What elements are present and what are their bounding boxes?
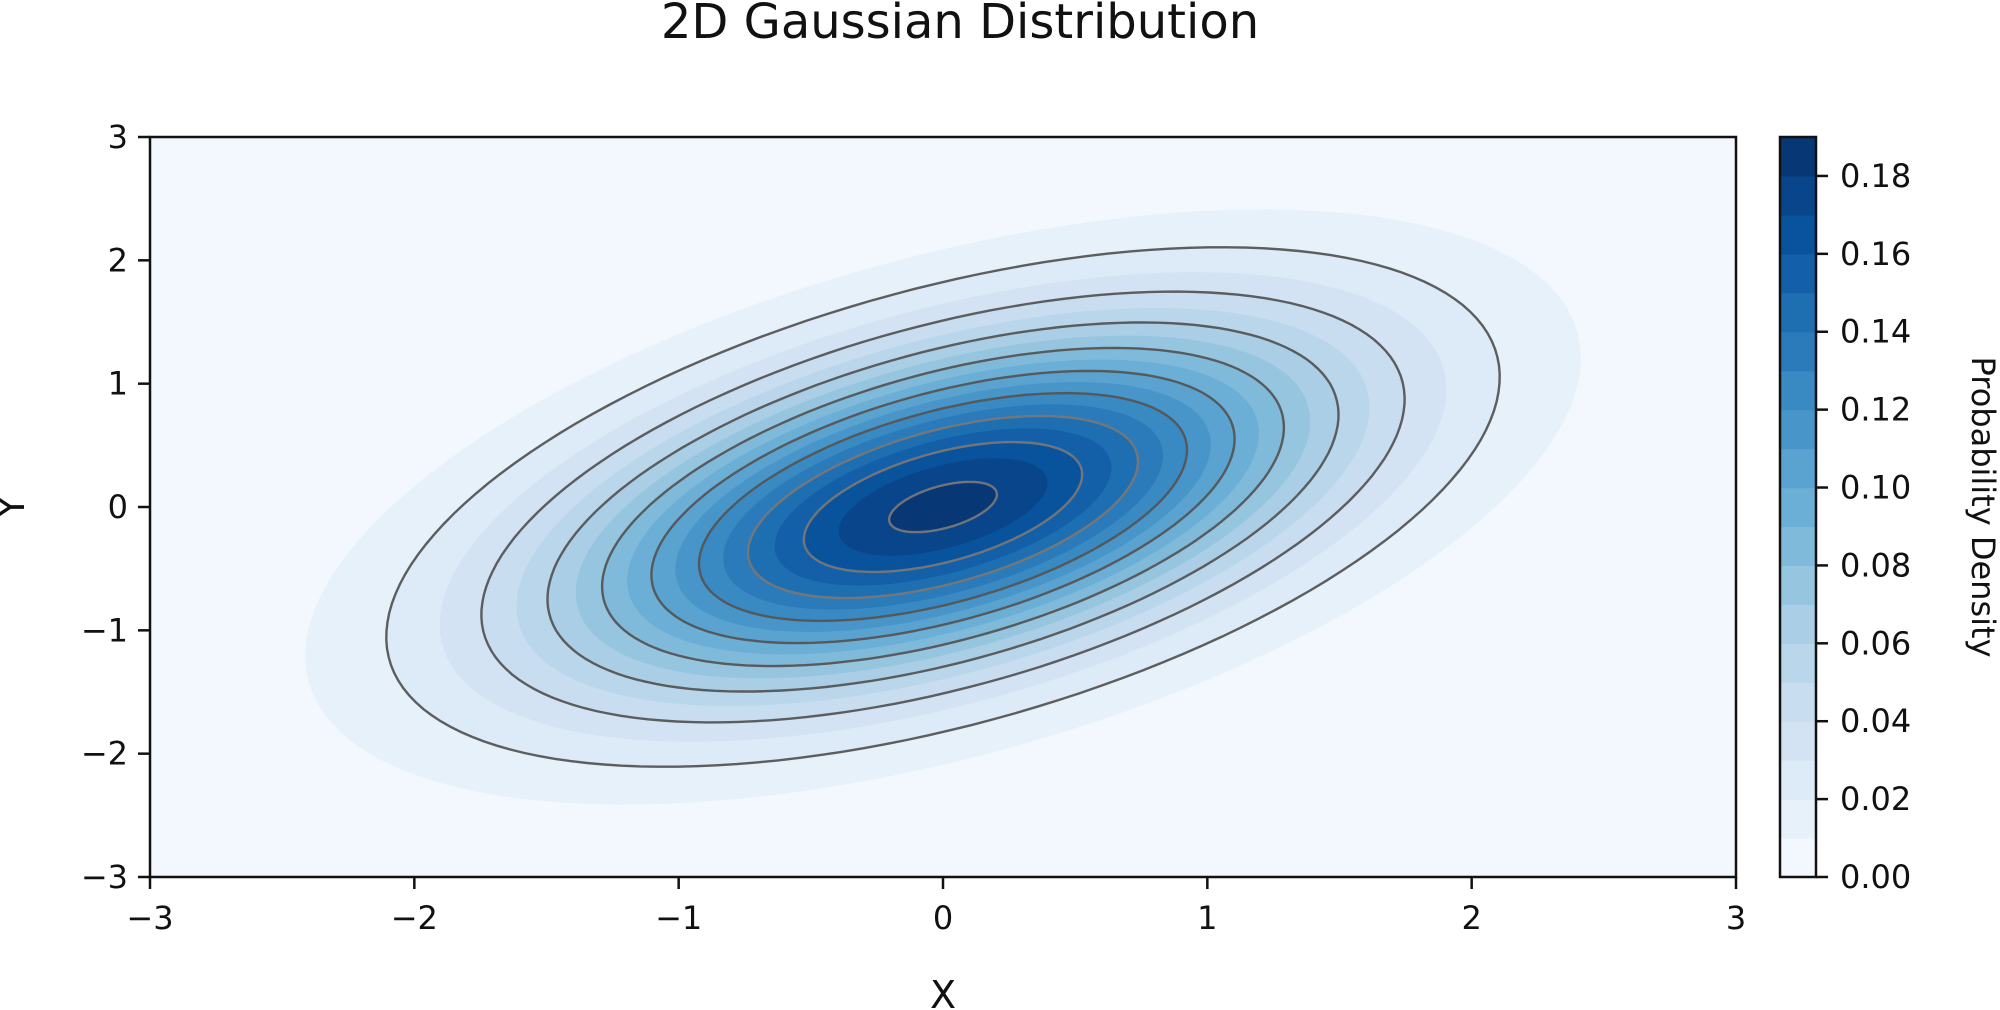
colorbar-tick-label: 0.16 — [1840, 235, 1911, 273]
contour-line-4 — [650, 369, 1236, 645]
colorbar-tick-label: 0.12 — [1840, 391, 1911, 429]
colorbar-band — [1780, 214, 1816, 255]
colorbar-band — [1780, 137, 1816, 177]
colorbar-tick-label: 0.10 — [1840, 469, 1911, 507]
colorbar-band — [1780, 331, 1816, 372]
y-tick-label: −3 — [81, 858, 128, 896]
colorbar-band — [1780, 799, 1816, 839]
contour-line-0 — [385, 246, 1501, 768]
contour-line-2 — [546, 321, 1340, 693]
colorbar-band — [1780, 253, 1816, 294]
density-contour-lines — [385, 246, 1501, 768]
colorbar-frame — [1778, 135, 1818, 879]
colorbar-tick-label: 0.02 — [1840, 780, 1911, 818]
colorbar-tick-label: 0.04 — [1840, 702, 1911, 740]
x-tick-label: 3 — [1726, 899, 1746, 937]
colorbar-ticks: 0.00 0.02 0.04 0.06 0.08 0.10 0.12 0.14 0.16 0.18 — [1816, 157, 1911, 896]
x-axis-ticks: −3 −2 −1 0 1 2 3 — [126, 877, 1746, 937]
colorbar-band — [1780, 838, 1816, 878]
colorbar — [1778, 135, 1818, 879]
contour-line-7 — [802, 440, 1084, 574]
colorbar-tick-label: 0.08 — [1840, 546, 1911, 584]
y-tick-label: 2 — [108, 241, 128, 279]
x-tick-label: −1 — [655, 899, 702, 937]
colorbar-band — [1780, 682, 1816, 722]
contour-line-6 — [746, 414, 1140, 600]
y-tick-label: −1 — [81, 611, 128, 649]
colorbar-band — [1780, 292, 1816, 333]
colorbar-band — [1780, 565, 1816, 605]
x-tick-label: −3 — [126, 899, 173, 937]
y-tick-label: 1 — [108, 365, 128, 403]
colorbar-tick-label: 0.00 — [1840, 858, 1911, 896]
colorbar-band — [1780, 721, 1816, 761]
contour-line-3 — [600, 346, 1286, 668]
y-tick-label: 0 — [108, 488, 128, 526]
colorbar-tick-label: 0.06 — [1840, 624, 1911, 662]
chart-title: 2D Gaussian Distribution — [661, 0, 1259, 50]
x-tick-label: 1 — [1197, 899, 1217, 937]
colorbar-band — [1780, 409, 1816, 450]
colorbar-band — [1780, 370, 1816, 411]
contour-line-5 — [697, 391, 1189, 623]
y-tick-label: 3 — [108, 118, 128, 156]
colorbar-band — [1780, 526, 1816, 567]
colorbar-tick-label: 0.14 — [1840, 313, 1911, 351]
colorbar-band — [1780, 760, 1816, 800]
colorbar-band — [1780, 487, 1816, 528]
contour-line-8 — [887, 480, 999, 534]
y-tick-label: −2 — [81, 735, 128, 773]
colorbar-band — [1780, 604, 1816, 644]
x-axis-label: X — [930, 973, 956, 1010]
x-tick-label: 2 — [1461, 899, 1481, 937]
colorbar-label: Probability Density — [1964, 357, 2000, 658]
colorbar-band — [1780, 448, 1816, 489]
colorbar-tick-label: 0.18 — [1840, 157, 1911, 195]
x-tick-label: −2 — [391, 899, 438, 937]
y-axis-ticks: −3 −2 −1 0 1 2 3 — [81, 118, 150, 896]
x-tick-label: 0 — [933, 899, 953, 937]
contour-line-1 — [480, 290, 1406, 724]
y-axis-label: Y — [0, 495, 33, 520]
colorbar-band — [1780, 643, 1816, 683]
density-filled-contours — [150, 137, 1736, 877]
colorbar-band — [1780, 175, 1816, 216]
